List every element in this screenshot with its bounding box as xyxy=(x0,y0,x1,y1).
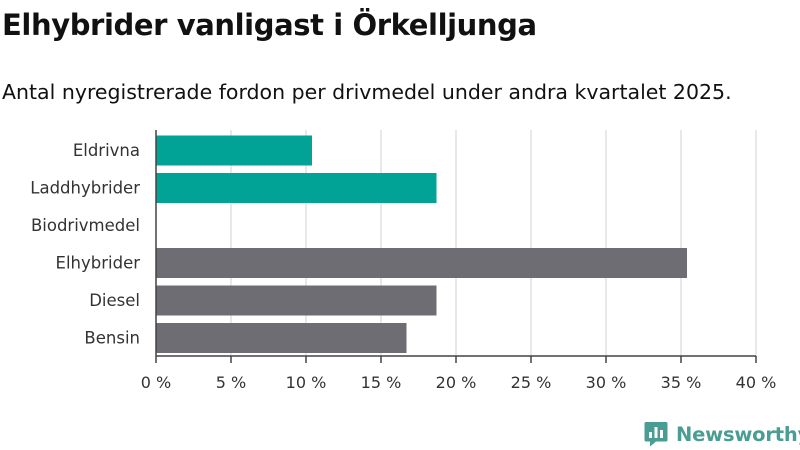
gridlines xyxy=(230,130,757,356)
bars xyxy=(156,135,687,353)
newsworthy-logo-icon xyxy=(644,422,668,447)
bar-1 xyxy=(156,173,437,203)
bar-3 xyxy=(156,248,687,278)
x-tick-label-7: 35 % xyxy=(661,373,702,392)
bar-4 xyxy=(156,285,437,316)
category-label-2: Biodrivmedel xyxy=(31,216,140,235)
x-tick-label-0: 0 % xyxy=(141,373,171,392)
category-label-5: Bensin xyxy=(84,329,140,348)
newsworthy-brand: Newsworthy xyxy=(644,418,800,450)
x-tick-label-5: 25 % xyxy=(511,373,552,392)
x-tick-label-3: 15 % xyxy=(361,373,402,392)
category-labels: Eldrivna Laddhybrider Biodrivmedel Elhybrid… xyxy=(30,141,140,348)
category-label-1: Laddhybrider xyxy=(30,179,140,198)
category-label-4: Diesel xyxy=(89,291,140,310)
x-tick-label-6: 30 % xyxy=(586,373,627,392)
bar-5 xyxy=(156,323,407,353)
x-tick-label-1: 5 % xyxy=(216,373,246,392)
newsworthy-name: Newsworthy xyxy=(676,422,800,446)
category-label-3: Elhybrider xyxy=(56,254,141,273)
category-label-0: Eldrivna xyxy=(73,141,140,160)
chart-title: Elhybrider vanligast i Örkelljunga xyxy=(2,8,537,42)
x-tick-label-8: 40 % xyxy=(736,373,777,392)
x-tick-label-4: 20 % xyxy=(436,373,477,392)
x-tick-label-2: 10 % xyxy=(286,373,327,392)
x-axis: 0 % 5 % 10 % 15 % 20 % 25 % 30 % 35 % 40 % xyxy=(141,130,777,392)
bar-0 xyxy=(156,135,312,166)
chart-subtitle: Antal nyregistrerade fordon per drivmede… xyxy=(2,80,732,104)
